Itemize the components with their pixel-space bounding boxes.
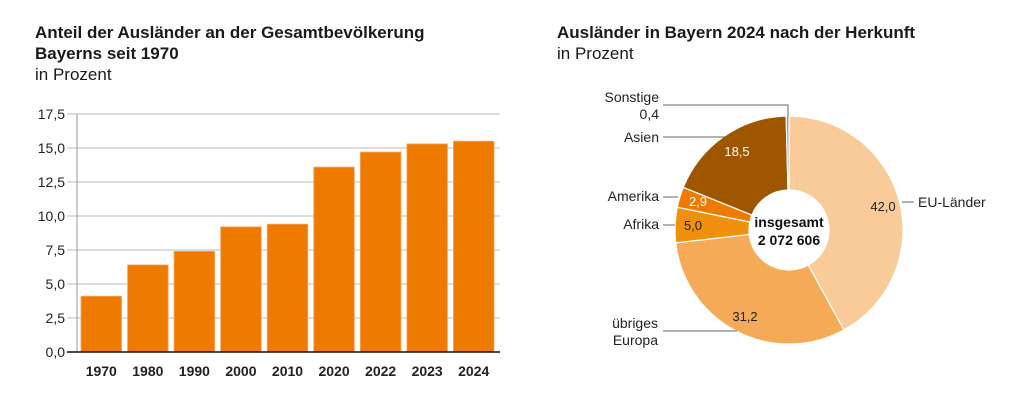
donut-chart-subtitle: in Prozent [557, 44, 634, 63]
x-tick-label: 2022 [365, 363, 396, 379]
x-tick-label: 1970 [86, 363, 117, 379]
bar-chart-subtitle: in Prozent [35, 65, 112, 84]
bar-chart-title: Anteil der Ausländer an der Gesamtbevölk… [35, 22, 425, 64]
slice-value: 2,9 [689, 194, 707, 209]
x-tick-label: 2010 [272, 363, 303, 379]
x-tick-label: 2020 [318, 363, 349, 379]
donut-slice-übriges Europa [675, 233, 845, 345]
bar-title-line1: Anteil der Ausländer an der Gesamtbevölk… [35, 23, 425, 42]
y-tick-label: 15,0 [38, 140, 65, 156]
bar-2022 [359, 151, 402, 353]
bar-2023 [406, 143, 448, 353]
y-tick-label: 12,5 [38, 174, 65, 190]
y-tick-label: 0,0 [46, 344, 66, 360]
leader-line [663, 104, 789, 117]
y-tick-label: 7,5 [46, 242, 66, 258]
center-value: 2 072 606 [758, 232, 820, 248]
y-tick-label: 5,0 [46, 276, 66, 292]
slice-value: 42,0 [870, 199, 895, 214]
bar-2020 [313, 166, 355, 353]
slice-value: 5,0 [684, 218, 702, 233]
slice-value: 18,5 [724, 144, 749, 159]
bar-1990 [173, 250, 216, 353]
y-tick-label: 17,5 [38, 106, 65, 122]
slice-name: Asien [624, 129, 659, 145]
x-tick-label: 1990 [179, 363, 210, 379]
donut-slice-Asien [682, 115, 789, 216]
slice-name: Sonstige [605, 89, 660, 105]
bar-1970 [80, 295, 122, 353]
slice-name: Afrika [623, 216, 659, 232]
slice-value: 31,2 [732, 309, 757, 324]
slice-name: Europa [613, 332, 658, 348]
center-label: insgesamt [754, 214, 824, 230]
bar-2010 [266, 223, 309, 353]
slice-name: Amerika [608, 188, 660, 204]
donut-slice-EU-Länder [788, 115, 904, 331]
bar-title-line2: Bayerns seit 1970 [35, 44, 179, 63]
slice-name: EU-Länder [918, 194, 986, 210]
x-tick-label: 2023 [412, 363, 443, 379]
y-tick-label: 2,5 [46, 310, 66, 326]
slice-value: 0,4 [640, 106, 660, 122]
donut-chart-title: Ausländer in Bayern 2024 nach der Herkun… [557, 23, 916, 42]
x-tick-label: 2024 [458, 363, 489, 379]
donut-slice-Sonstige [785, 115, 790, 191]
bar-1980 [127, 264, 169, 353]
bar-2024 [453, 140, 495, 353]
x-tick-label: 1980 [132, 363, 163, 379]
x-tick-label: 2000 [225, 363, 256, 379]
slice-name: übriges [612, 315, 658, 331]
y-tick-label: 10,0 [38, 208, 65, 224]
bar-2000 [220, 226, 262, 353]
